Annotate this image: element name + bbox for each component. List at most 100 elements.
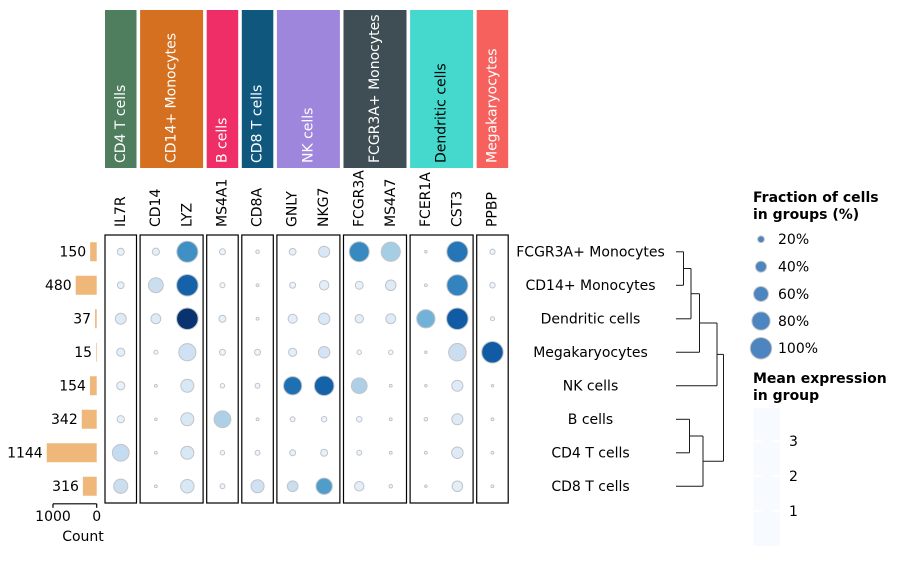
- colorbar-tick-label: 3: [789, 434, 798, 450]
- dot: [424, 250, 428, 254]
- dot: [423, 283, 428, 288]
- dot: [317, 345, 331, 359]
- dot: [219, 282, 226, 289]
- dot: [176, 274, 199, 297]
- size-legend-label: 20%: [778, 232, 809, 248]
- dot: [180, 412, 195, 427]
- group-block-label: Megakaryocytes: [484, 48, 500, 163]
- dot: [384, 279, 397, 292]
- count-bar: [46, 443, 97, 463]
- dot: [289, 416, 296, 423]
- size-legend-dot: [757, 235, 765, 244]
- gene-label: FCGR3A: [351, 170, 367, 227]
- count-value: 480: [45, 278, 72, 294]
- group-block-label: FCGR3A+ Monocytes: [367, 14, 383, 163]
- gene-label: IL7R: [113, 196, 129, 227]
- dot: [424, 384, 428, 388]
- row-label: B cells: [568, 412, 613, 428]
- count-bar: [96, 342, 97, 362]
- dot: [250, 479, 265, 494]
- dot: [424, 484, 428, 488]
- size-legend-title: Fraction of cells in groups (%): [753, 190, 879, 224]
- dot: [116, 247, 125, 256]
- dot: [218, 348, 226, 356]
- count-value: 154: [59, 379, 86, 395]
- dot: [176, 240, 199, 263]
- dot: [356, 449, 363, 456]
- dot: [451, 480, 464, 493]
- gene-label: FCER1A: [418, 172, 434, 227]
- group-block: [343, 10, 407, 168]
- group-block: [476, 10, 509, 168]
- count-value: 1144: [7, 446, 43, 462]
- size-legend-dot: [751, 311, 771, 331]
- size-legend-label: 80%: [778, 314, 809, 330]
- dot: [116, 347, 126, 357]
- dot: [153, 349, 159, 355]
- dot: [451, 379, 464, 392]
- row-label: Megakaryocytes: [533, 345, 648, 361]
- group-block: [276, 10, 340, 168]
- dot: [288, 247, 297, 256]
- size-legend-dot: [749, 337, 773, 360]
- dot: [317, 312, 331, 326]
- gene-group-box: [206, 234, 239, 504]
- dot: [423, 450, 428, 455]
- row-label: CD4 T cells: [551, 446, 629, 462]
- dot: [255, 283, 260, 288]
- size-legend-dot: [754, 260, 768, 273]
- dot: [153, 450, 158, 455]
- count-axis-tick-label: 0: [92, 509, 101, 525]
- dot: [490, 384, 495, 388]
- group-block-label: CD4 T cells: [113, 85, 129, 163]
- group-block: [241, 10, 274, 168]
- dot: [218, 248, 226, 256]
- dot: [286, 480, 299, 493]
- dot: [489, 248, 496, 255]
- dot: [388, 383, 393, 388]
- group-block: [140, 10, 204, 168]
- dot: [219, 450, 226, 456]
- dot: [315, 477, 333, 495]
- dot: [388, 450, 393, 455]
- dot: [481, 341, 504, 364]
- dot: [116, 415, 125, 424]
- dot: [388, 484, 393, 489]
- dot: [147, 277, 164, 294]
- count-value: 150: [59, 245, 86, 261]
- group-block-label: Dendritic cells: [434, 63, 450, 163]
- dot: [380, 241, 401, 262]
- dot: [288, 347, 298, 357]
- count-bar: [82, 476, 97, 496]
- dot: [219, 383, 226, 389]
- dot: [448, 343, 467, 362]
- count-bar: [75, 275, 97, 295]
- dot: [318, 245, 331, 258]
- count-value: 15: [74, 345, 92, 361]
- dot: [153, 383, 158, 388]
- row-label: CD14+ Monocytes: [525, 278, 655, 294]
- dot: [176, 307, 199, 330]
- dot: [490, 484, 495, 489]
- colorbar-tick-label: 2: [789, 469, 798, 485]
- color-legend-title-line2: in group: [753, 388, 820, 404]
- dot: [490, 417, 495, 422]
- dot: [446, 274, 469, 297]
- gene-label: CD14: [148, 189, 164, 227]
- dot: [451, 446, 464, 460]
- dot: [451, 413, 464, 426]
- dot: [254, 449, 261, 456]
- dot: [255, 417, 260, 422]
- group-block-label: B cells: [214, 118, 230, 163]
- count-axis-tick-label: 1000: [35, 509, 71, 525]
- dot: [424, 350, 428, 354]
- dot: [489, 316, 495, 322]
- dot: [350, 377, 368, 395]
- size-legend-label: 60%: [778, 287, 809, 303]
- gene-group-box: [409, 234, 474, 504]
- dot: [385, 313, 397, 325]
- count-bar: [89, 376, 97, 396]
- dot: [180, 378, 195, 393]
- row-label: FCGR3A+ Monocytes: [516, 245, 665, 261]
- dot: [289, 281, 297, 289]
